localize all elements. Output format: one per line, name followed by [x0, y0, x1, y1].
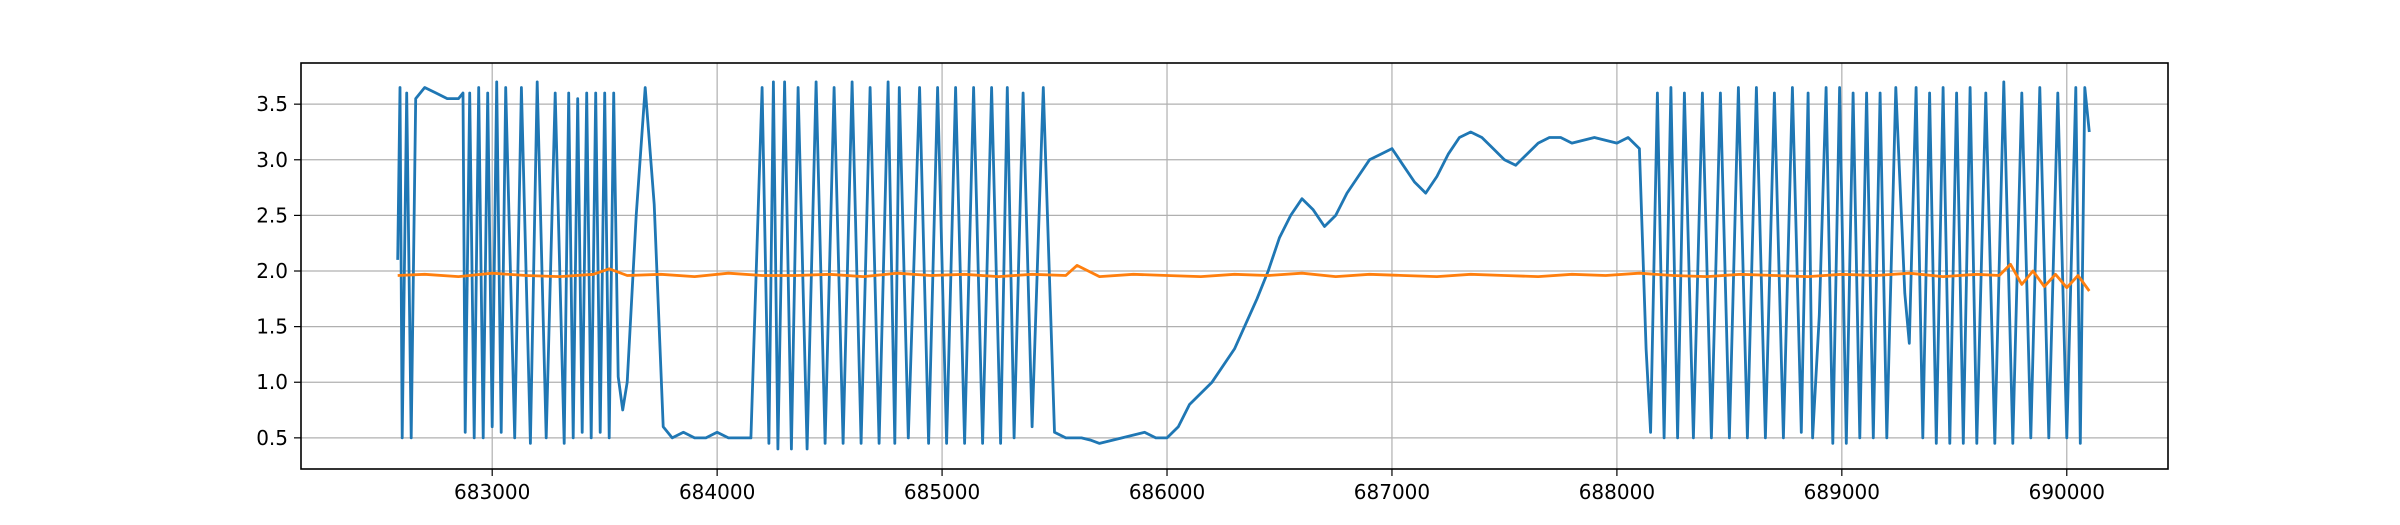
y-tick-label: 2.0: [256, 259, 288, 283]
x-tick-label: 690000: [2029, 480, 2105, 504]
x-tick-label: 685000: [904, 480, 980, 504]
x-tick-label: 688000: [1579, 480, 1655, 504]
y-tick-label: 0.5: [256, 426, 288, 450]
y-tick-label: 1.0: [256, 370, 288, 394]
x-tick-label: 689000: [1804, 480, 1880, 504]
x-tick-label: 683000: [454, 480, 530, 504]
series-layer: [396, 80, 2091, 451]
axes-frame: [300, 62, 2169, 470]
y-tick-label: 3.5: [256, 92, 288, 116]
x-tick-label: 687000: [1354, 480, 1430, 504]
series-line-1: [397, 262, 2091, 292]
axis-ticks: 683000 684000 685000 686000 687000 688000 6890…: [256, 92, 2105, 504]
series-line-0: [396, 80, 2091, 451]
y-tick-label: 2.5: [256, 203, 288, 227]
x-tick-label: 684000: [679, 480, 755, 504]
x-tick-label: 686000: [1129, 480, 1205, 504]
y-tick-label: 1.5: [256, 315, 288, 339]
y-tick-label: 3.0: [256, 148, 288, 172]
